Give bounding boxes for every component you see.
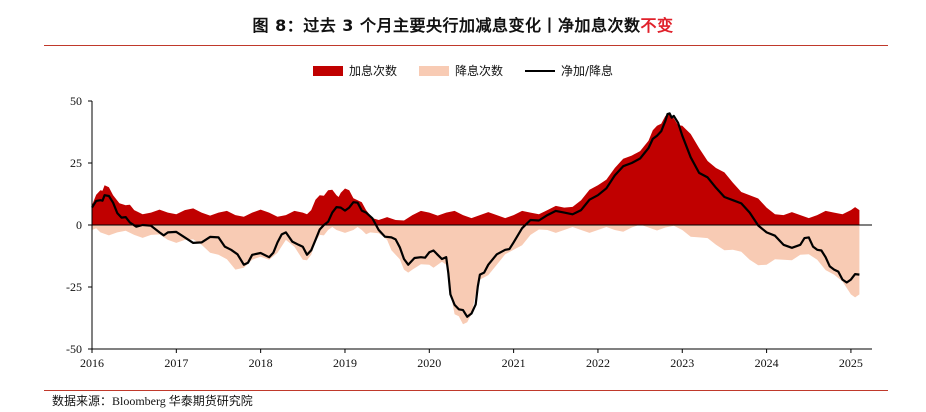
chart-title-main: 图 8：过去 3 个月主要央行加减息变化丨净加息次数 (252, 16, 641, 35)
x-tick-label: 2017 (164, 356, 188, 370)
y-tick-label: 25 (70, 156, 82, 170)
y-tick-label: 0 (76, 218, 82, 232)
y-tick-label: -50 (66, 342, 82, 356)
bottom-divider (44, 390, 888, 391)
x-tick-label: 2022 (586, 356, 610, 370)
chart-title: 图 8：过去 3 个月主要央行加减息变化丨净加息次数不变 (0, 12, 926, 36)
legend-swatch-cuts (418, 65, 449, 76)
legend-swatch-net (524, 69, 555, 72)
series-net-line (91, 112, 860, 318)
chart-title-highlight: 不变 (640, 16, 674, 35)
legend-label-hikes: 加息次数 (348, 64, 397, 78)
source-note: 数据来源：Bloomberg 华泰期货研究院 (52, 394, 253, 408)
legend-item-hikes: 加息次数 (312, 62, 397, 79)
y-tick-label: 50 (70, 94, 82, 108)
top-divider (44, 45, 888, 46)
x-tick-label: 2021 (502, 356, 526, 370)
x-tick-label: 2024 (755, 356, 779, 370)
legend-item-net: 净加/降息 (524, 62, 614, 79)
x-tick-label: 2016 (80, 356, 104, 370)
series-hikes-area (92, 114, 860, 225)
y-tick-label: -25 (66, 280, 82, 294)
legend-label-cuts: 降息次数 (454, 64, 503, 78)
x-tick-label: 2018 (249, 356, 273, 370)
legend: 加息次数 降息次数 净加/降息 (0, 62, 926, 79)
legend-swatch-hikes (312, 65, 343, 76)
series-cuts-area (92, 224, 860, 325)
legend-label-net: 净加/降息 (560, 64, 614, 78)
x-tick-label: 2025 (839, 356, 863, 370)
x-tick-label: 2023 (670, 356, 694, 370)
x-tick-label: 2020 (417, 356, 441, 370)
x-tick-label: 2019 (333, 356, 357, 370)
legend-item-cuts: 降息次数 (418, 62, 503, 79)
